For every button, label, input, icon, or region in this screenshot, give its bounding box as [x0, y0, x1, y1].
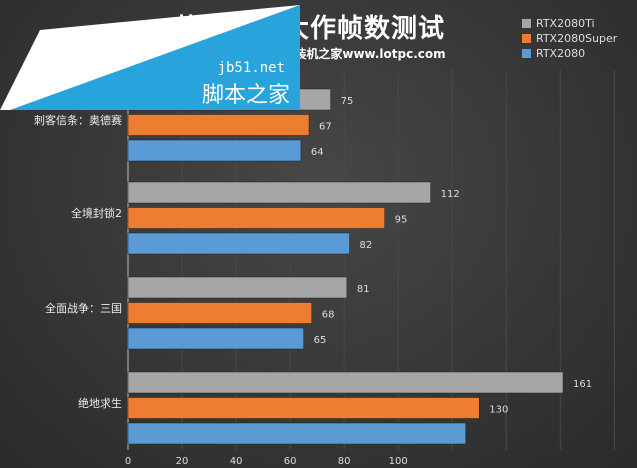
- legend-label: RTX2080Ti: [536, 17, 595, 30]
- x-tick-label: 80: [338, 456, 351, 467]
- watermark-site: jb51.net: [218, 60, 285, 76]
- bar: [127, 232, 350, 255]
- data-label: 112: [441, 189, 460, 200]
- legend-item: RTX2080Ti: [522, 16, 617, 31]
- legend-label: RTX2080: [536, 47, 586, 60]
- x-tick-label: 40: [230, 456, 243, 467]
- data-label: 82: [360, 240, 373, 251]
- bar: [127, 114, 310, 136]
- bar: [127, 302, 312, 324]
- watermark: jb51.net 脚本之家: [0, 5, 300, 110]
- bar: [127, 397, 480, 419]
- data-label: 68: [322, 310, 335, 321]
- category-label: 全面战争：三国: [45, 301, 122, 315]
- legend-swatch: [522, 19, 531, 28]
- bar: [127, 139, 302, 162]
- data-label: 130: [489, 405, 508, 416]
- data-label: 75: [341, 96, 354, 107]
- data-label: 95: [395, 215, 408, 226]
- legend-swatch: [522, 49, 531, 58]
- legend-swatch: [522, 34, 531, 43]
- x-tick-label: 0: [125, 456, 131, 467]
- bar: [127, 181, 431, 204]
- legend: RTX2080Ti RTX2080Super RTX2080: [522, 16, 617, 61]
- legend-label: RTX2080Super: [536, 32, 618, 45]
- bar: [127, 422, 466, 445]
- category-label: 全境封锁2: [71, 206, 122, 220]
- bar: [127, 371, 564, 394]
- data-label: 64: [311, 147, 324, 158]
- bar: [127, 327, 304, 350]
- category-label: 刺客信条：奥德赛: [34, 113, 122, 127]
- category-label: 绝地求生: [78, 396, 122, 410]
- x-tick-label: 60: [284, 456, 297, 467]
- bar: [127, 207, 385, 229]
- x-tick-label: 100: [389, 456, 408, 467]
- x-tick-label: 20: [176, 456, 189, 467]
- watermark-name: 脚本之家: [202, 83, 290, 108]
- data-label: 67: [319, 122, 332, 133]
- data-label: 81: [357, 284, 370, 295]
- bar: [127, 276, 348, 299]
- data-label: 161: [573, 379, 592, 390]
- legend-item: RTX2080: [522, 46, 617, 61]
- data-label: 65: [314, 335, 327, 346]
- legend-item: RTX2080Super: [522, 31, 617, 46]
